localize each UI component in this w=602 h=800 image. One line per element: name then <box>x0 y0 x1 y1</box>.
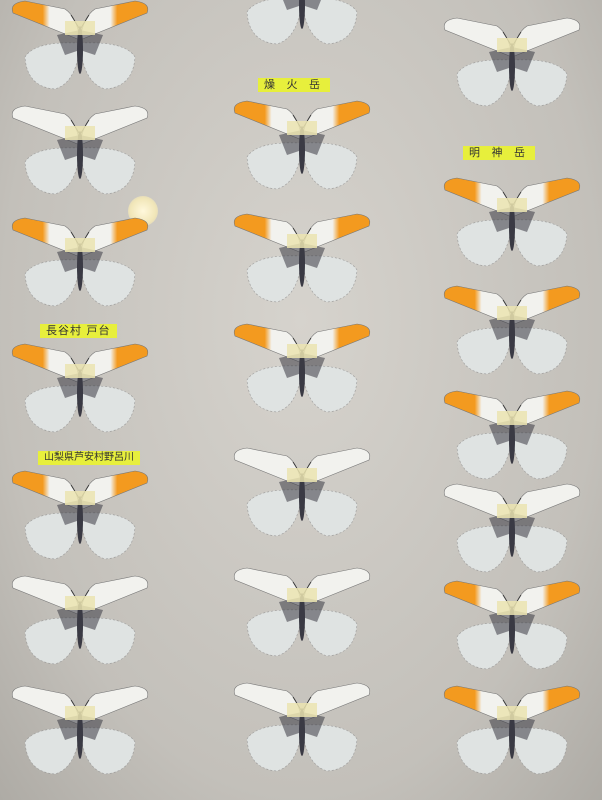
butterfly-specimen <box>437 12 587 116</box>
butterfly-specimen <box>227 677 377 781</box>
butterfly-specimen <box>437 478 587 582</box>
butterfly-specimen <box>5 100 155 204</box>
butterfly-specimen <box>5 212 155 316</box>
butterfly-specimen <box>437 680 587 784</box>
butterfly-specimen <box>227 95 377 199</box>
butterfly-specimen <box>5 338 155 442</box>
locality-label: 明 神 岳 <box>463 146 535 160</box>
butterfly-specimen <box>227 318 377 422</box>
locality-label: 長谷村 戸台 <box>40 324 117 338</box>
locality-label: 山梨県芦安村野呂川 <box>38 451 140 465</box>
butterfly-specimen <box>227 0 377 54</box>
butterfly-specimen <box>437 172 587 276</box>
butterfly-specimen <box>227 442 377 546</box>
butterfly-specimen <box>437 385 587 489</box>
butterfly-specimen <box>5 465 155 569</box>
locality-label: 燥 火 岳 <box>258 78 330 92</box>
butterfly-specimen <box>5 680 155 784</box>
butterfly-specimen <box>437 575 587 679</box>
butterfly-specimen <box>227 208 377 312</box>
butterfly-specimen <box>227 562 377 666</box>
butterfly-specimen <box>5 0 155 99</box>
butterfly-specimen <box>5 570 155 674</box>
butterfly-specimen <box>437 280 587 384</box>
